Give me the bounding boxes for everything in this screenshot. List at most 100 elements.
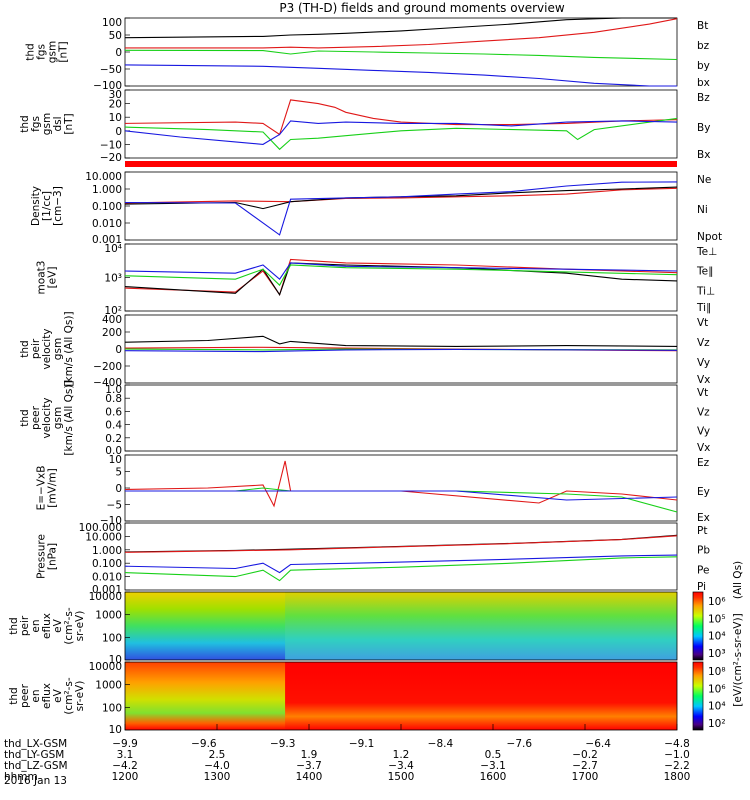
x-row-value: −4.2 <box>112 760 138 772</box>
colorbar-tick: 10² <box>708 718 726 730</box>
x-axis-annotations: thd_LX-GSM −9.9 −9.6 −9.3 −9.1 −8.4 −7.6 −6.4 −4… <box>4 561 744 783</box>
panel-frame <box>124 171 678 241</box>
y-label-line: [nT] <box>58 41 70 62</box>
panel-frame <box>124 89 678 159</box>
y-tick-label: 20 <box>109 99 122 111</box>
colorbar-tick: 10⁶ <box>708 683 726 695</box>
y-tick-label: 10 <box>109 654 122 666</box>
y-label-line: eV <box>52 618 64 632</box>
series-line-Ne <box>124 187 678 204</box>
y-tick-label: 10.000 <box>85 531 122 543</box>
series-line-Pb <box>124 535 678 553</box>
legend-Ey: Ey <box>697 486 710 498</box>
y-label-line: en <box>30 619 42 632</box>
y-tick-label: 1.0 <box>105 384 122 396</box>
y-label-line: [km/s (All Qs)] <box>63 380 75 455</box>
y-axis-label: thdpeirvelocitygsm[km/s (All Qs)] <box>19 311 75 386</box>
x-row-value: −9.9 <box>112 738 138 750</box>
legend-Pb: Pb <box>697 545 710 557</box>
legend-Te∥: Te∥ <box>696 266 713 278</box>
x-row-value: −3.4 <box>388 760 414 772</box>
x-row-value: −4.8 <box>664 738 690 750</box>
legend-Ni: Ni <box>697 204 708 216</box>
x-row-value: 0.5 <box>485 749 502 761</box>
y-label-line: sr-eV) <box>74 681 86 712</box>
x-row-value: 1200 <box>112 771 139 783</box>
y-label-line: velocity <box>41 397 53 438</box>
x-row-label: thd_LX-GSM <box>4 738 67 750</box>
legend-bz: bz <box>697 40 710 52</box>
y-tick-label: 0 <box>115 344 122 356</box>
x-row-value: 1.2 <box>393 749 410 761</box>
legend-Vy: Vy <box>697 426 710 438</box>
y-tick-label: 100.000 <box>79 522 122 534</box>
y-tick-label: −400 <box>93 377 122 389</box>
y-label-line: velocity <box>41 328 53 369</box>
y-tick-label: 1000 <box>95 680 122 692</box>
series-line-Te⊥ <box>124 258 678 296</box>
series-line-Vx <box>124 348 678 353</box>
colorbar <box>692 591 704 661</box>
y-tick-label: 0.010 <box>92 572 122 584</box>
y-label-line: gsm <box>52 338 64 360</box>
y-tick-label: 0.0 <box>105 445 122 457</box>
y-tick-label: 10² <box>104 305 122 317</box>
y-label-line: thd <box>19 115 31 132</box>
y-label-line: eflux <box>41 613 53 639</box>
y-axis-label: thdfgsgsm[nT] <box>25 41 70 63</box>
legend-Ti∥: Ti∥ <box>696 302 711 314</box>
x-row-value: −9.1 <box>349 738 375 750</box>
y-label-line: moat3 <box>36 261 48 295</box>
y-label-line: peir <box>19 615 31 636</box>
y-tick-label: −5 <box>107 500 122 512</box>
legend-Pt: Pt <box>697 525 707 537</box>
y-label-line: peer <box>19 683 31 708</box>
panel-p7: 105 0 −5 −10 E=−VxB[mV/m] Ez Ey Ex <box>36 454 710 527</box>
y-tick-label: 0.001 <box>92 234 122 246</box>
x-row-value: −9.6 <box>191 738 217 750</box>
y-tick-label: 10³ <box>104 273 122 285</box>
y-tick-label: 10⁴ <box>104 243 122 255</box>
legend-Ez: Ez <box>697 457 710 469</box>
y-label-line: sr-eV) <box>74 611 86 642</box>
x-row-label: hhmm <box>4 771 38 783</box>
legend-Pi: Pi <box>697 581 706 593</box>
y-tick-label: 30 <box>109 89 122 101</box>
x-row-value: −2.2 <box>664 760 690 772</box>
y-tick-label: 5 <box>115 467 122 479</box>
colorbar-tick: 10⁴ <box>708 631 726 643</box>
series-line-Bt <box>124 17 677 39</box>
series-line-Ex <box>125 490 678 501</box>
y-tick-label: 200 <box>102 327 122 339</box>
panel-frame <box>124 243 678 312</box>
y-label-line: [eV] <box>47 267 59 289</box>
series-line-Bx <box>124 120 678 145</box>
y-label-line: gsm <box>52 407 64 429</box>
series-line-bx <box>124 64 677 87</box>
panel-frame <box>124 522 678 591</box>
separator-band <box>125 161 677 167</box>
legend-Te⊥: Te⊥ <box>696 246 717 258</box>
y-tick-label: 100 <box>102 17 122 29</box>
series-line-By <box>124 117 678 151</box>
x-row-value: 2.5 <box>209 749 226 761</box>
y-tick-label: 0.010 <box>92 218 122 230</box>
y-label-line: gsm <box>41 113 53 135</box>
y-label-line: [cm−3] <box>52 186 64 226</box>
legend-bx: bx <box>697 77 710 89</box>
series-line-Te∥ <box>124 262 678 296</box>
y-tick-label: 400 <box>102 314 122 326</box>
x-row-label: thd_LZ-GSM <box>4 760 68 772</box>
colorbar-tick: 10⁵ <box>708 613 726 625</box>
legend-Vt: Vt <box>697 317 708 329</box>
colorbar-label-2: (All Qs) <box>732 561 744 599</box>
series-line-Ti⊥ <box>124 262 678 281</box>
figure-title: P3 (TH-D) fields and ground moments over… <box>279 1 564 15</box>
y-axis-label: Density[1/cc][cm−3] <box>30 186 64 226</box>
y-tick-label: 0.2 <box>105 433 122 445</box>
legend-Bz: Bz <box>697 92 710 104</box>
